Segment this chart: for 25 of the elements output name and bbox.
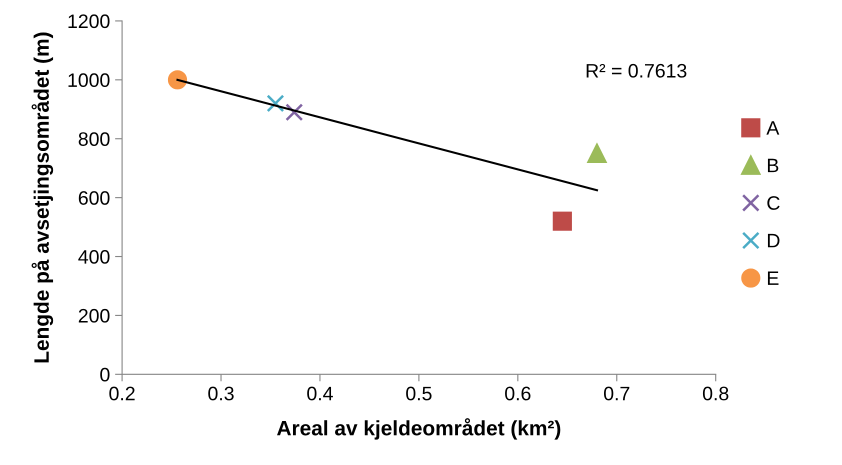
x-tick-label: 0.8 bbox=[702, 386, 728, 400]
x-tick-label: 0.5 bbox=[406, 386, 432, 400]
y-tick-label: 200 bbox=[78, 308, 110, 323]
y-tick-label: 1000 bbox=[68, 73, 110, 88]
legend-label: E bbox=[768, 271, 778, 285]
point bbox=[587, 144, 607, 164]
annotation: R² = 0.7613 bbox=[586, 64, 686, 78]
y-tick-label: 400 bbox=[78, 250, 110, 264]
x-tick-label: 0.4 bbox=[307, 386, 333, 400]
legend-label: B bbox=[768, 158, 778, 172]
y-tick-label: 600 bbox=[78, 191, 110, 205]
y-tick-label: 800 bbox=[78, 132, 110, 146]
y-axis-title: Lengde på avsetjingsområdet (m) bbox=[32, 32, 54, 362]
x-tick-label: 0.3 bbox=[208, 386, 234, 400]
point bbox=[552, 212, 572, 231]
x-axis-title: Areal av kjeldeområdet (km²) bbox=[277, 418, 560, 440]
x-tick-label: 0.6 bbox=[505, 386, 530, 400]
legend-label: D bbox=[768, 234, 780, 248]
x-tick-label: 0.7 bbox=[604, 386, 630, 400]
legend-label: A bbox=[766, 121, 780, 135]
legend-label: C bbox=[767, 196, 780, 210]
x-tick-label: 0.2 bbox=[109, 386, 135, 400]
y-tick-label: 0 bbox=[100, 368, 110, 382]
y-tick-label: 1200 bbox=[68, 14, 110, 28]
point bbox=[168, 70, 188, 90]
